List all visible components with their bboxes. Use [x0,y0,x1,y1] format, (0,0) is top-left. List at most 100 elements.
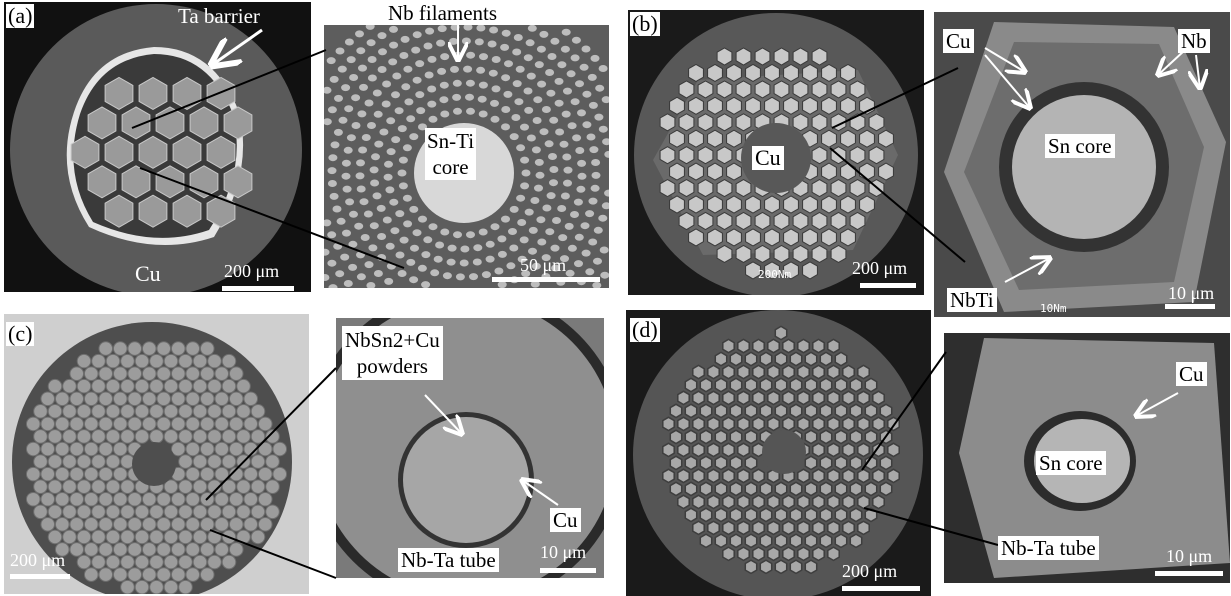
filament [811,244,828,263]
nb-filament-dot [549,166,559,173]
filament [98,466,114,482]
filament [752,468,765,484]
scale-label-c-main: 200 μm [10,550,66,570]
filament [804,429,818,445]
filament [868,179,885,198]
filament [677,494,690,510]
nb-filament-dot [403,65,413,73]
filament [677,416,690,432]
filament [87,165,117,199]
filament [849,455,863,471]
nb-filament-dot [382,216,392,224]
nb-filament-dot [551,264,561,272]
nb-filament-dot [519,236,529,244]
filament [692,364,705,380]
nb-filament-dot [389,25,398,33]
nb-filament-dot [508,228,517,235]
filament [104,135,134,169]
filament [236,529,251,545]
filament [752,416,765,432]
filament [767,494,780,510]
filament [83,391,99,407]
nb-filament-dot [537,80,547,88]
nb-filament-dot [549,116,559,124]
nb-filament-dot [595,84,605,92]
filament [33,404,48,419]
nb-filament-dot [520,182,530,190]
filament [192,504,208,520]
nb-filament-dot [418,215,427,223]
filament [120,378,135,394]
filament [737,416,750,432]
filament [47,404,63,419]
nb-filament-dot [332,205,342,213]
filament [54,391,70,407]
filament [783,63,799,82]
filament [178,579,193,594]
nb-filament-dot [558,234,568,242]
filament [69,517,85,532]
filament [178,504,193,520]
nb-filament-dot [417,264,427,272]
nb-filament-dot [342,229,351,237]
filament [272,441,288,457]
nb-filament-dot [373,270,383,277]
filament [257,416,273,432]
annotation-powders: NbSn2+Cu powders [342,326,443,380]
nb-filament-dot [446,258,456,266]
filament [265,479,280,494]
filament [62,378,77,394]
panel-a-main-image [10,4,302,292]
nb-filament-dot [449,37,458,45]
filament [797,390,810,406]
filament [827,442,840,458]
nb-filament-dot [509,244,519,252]
filament [722,390,735,406]
filament [773,80,790,99]
filament [789,351,803,367]
nb-filament-dot [530,197,540,204]
nb-filament-dot [570,211,579,218]
filament [774,559,788,575]
filament [185,341,201,356]
filament [192,554,208,570]
filament [54,441,70,457]
filament [707,129,723,148]
filament [257,491,273,507]
filament [134,579,150,594]
nb-filament-dot [364,99,374,107]
nb-filament-dot [421,251,431,259]
filament [98,391,114,407]
filament [859,96,875,115]
filament [76,404,92,419]
filament [127,391,143,407]
filament [87,106,117,140]
filament [872,494,885,510]
filament [707,364,720,380]
nb-filament-dot [598,65,608,72]
nb-filament-dot [575,147,585,154]
nb-filament-dot [452,79,462,87]
nb-filament-dot [386,117,396,125]
filament [25,466,41,482]
nb-filament-dot [516,144,526,152]
nb-filament-dot [487,40,497,48]
nb-filament-dot [386,148,396,156]
filament [726,162,742,181]
filament [207,454,222,469]
filament [127,341,143,356]
nb-filament-dot [534,184,543,192]
filament [678,211,695,231]
panel-d-main [626,310,931,596]
filament [857,390,870,406]
nb-filament-dot [427,100,437,108]
panel-c-label: (c) [6,321,35,346]
filament [163,429,179,444]
filament [819,403,833,419]
nb-filament-dot [545,69,555,76]
filament [849,507,863,523]
filament [156,567,172,582]
filament [199,491,215,507]
filament [834,377,848,393]
nb-filament-dot [402,144,412,152]
